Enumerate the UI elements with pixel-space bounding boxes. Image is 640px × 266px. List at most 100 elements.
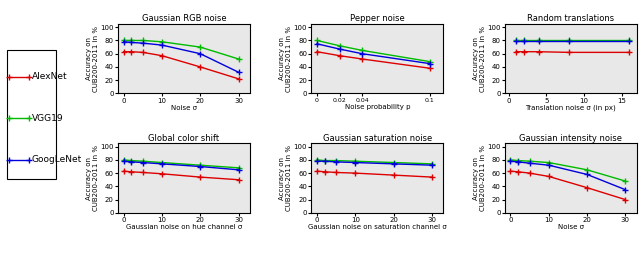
GoogLeNet <box>515 160 522 164</box>
AlexNet <box>428 176 436 179</box>
VGG19 <box>426 60 434 63</box>
AlexNet <box>120 50 127 53</box>
AlexNet <box>235 178 243 181</box>
X-axis label: Gaussian noise on saturation channel σ: Gaussian noise on saturation channel σ <box>308 224 447 230</box>
GoogLeNet <box>507 160 515 163</box>
GoogLeNet <box>428 164 436 167</box>
AlexNet <box>351 172 359 175</box>
AlexNet <box>358 57 366 61</box>
AlexNet <box>332 171 340 174</box>
Line: VGG19: VGG19 <box>121 157 241 171</box>
GoogLeNet <box>621 188 629 191</box>
Title: Pepper noise: Pepper noise <box>350 14 404 23</box>
AlexNet <box>565 51 573 54</box>
GoogLeNet <box>196 52 204 55</box>
Line: AlexNet: AlexNet <box>121 168 241 182</box>
VGG19 <box>515 159 522 162</box>
Title: Gaussian RGB noise: Gaussian RGB noise <box>141 14 227 23</box>
Line: AlexNet: AlexNet <box>513 49 632 55</box>
GoogLeNet <box>526 162 534 165</box>
GoogLeNet <box>336 47 344 51</box>
VGG19 <box>158 161 166 164</box>
Line: AlexNet: AlexNet <box>508 168 628 202</box>
GoogLeNet <box>235 70 243 74</box>
VGG19 <box>321 159 328 162</box>
Line: GoogLeNet: GoogLeNet <box>314 41 433 66</box>
Line: GoogLeNet: GoogLeNet <box>121 39 241 75</box>
Line: GoogLeNet: GoogLeNet <box>121 159 241 173</box>
VGG19 <box>139 39 147 42</box>
AlexNet <box>545 175 552 178</box>
GoogLeNet <box>520 40 527 43</box>
GoogLeNet <box>196 165 204 168</box>
VGG19 <box>565 39 573 42</box>
GoogLeNet <box>625 40 633 43</box>
AlexNet <box>390 173 397 177</box>
GoogLeNet <box>583 173 591 176</box>
Line: VGG19: VGG19 <box>513 38 632 43</box>
AlexNet <box>526 172 534 175</box>
AlexNet <box>196 65 204 69</box>
Y-axis label: Accuracy on
CUB200-2011 in %: Accuracy on CUB200-2011 in % <box>86 26 99 92</box>
GoogLeNet <box>158 162 166 165</box>
AlexNet <box>313 50 321 53</box>
VGG19 <box>428 162 436 165</box>
Text: AlexNet: AlexNet <box>31 72 67 81</box>
GoogLeNet <box>120 160 127 163</box>
VGG19 <box>507 158 515 161</box>
GoogLeNet <box>313 42 321 45</box>
Y-axis label: Accuracy on
CUB200-2011 in %: Accuracy on CUB200-2011 in % <box>86 145 99 211</box>
VGG19 <box>332 159 340 162</box>
VGG19 <box>127 39 135 42</box>
VGG19 <box>158 40 166 43</box>
VGG19 <box>196 45 204 49</box>
Line: GoogLeNet: GoogLeNet <box>513 38 632 44</box>
VGG19 <box>235 57 243 61</box>
GoogLeNet <box>426 62 434 65</box>
VGG19 <box>358 49 366 52</box>
Title: Global color shift: Global color shift <box>148 134 220 143</box>
AlexNet <box>583 186 591 189</box>
GoogLeNet <box>127 41 135 44</box>
AlexNet <box>512 50 520 53</box>
Line: VGG19: VGG19 <box>508 157 628 184</box>
VGG19 <box>120 158 127 161</box>
VGG19 <box>520 39 527 42</box>
AlexNet <box>507 169 515 173</box>
VGG19 <box>235 166 243 169</box>
Y-axis label: Accuracy on
CUB200-2011 in %: Accuracy on CUB200-2011 in % <box>279 145 292 211</box>
AlexNet <box>127 170 135 173</box>
GoogLeNet <box>120 40 127 43</box>
Line: GoogLeNet: GoogLeNet <box>314 159 435 168</box>
GoogLeNet <box>358 52 366 55</box>
GoogLeNet <box>512 40 520 43</box>
VGG19 <box>512 39 520 42</box>
Line: GoogLeNet: GoogLeNet <box>508 159 628 192</box>
VGG19 <box>336 44 344 47</box>
GoogLeNet <box>235 168 243 171</box>
Line: AlexNet: AlexNet <box>314 49 433 71</box>
GoogLeNet <box>535 40 543 43</box>
VGG19 <box>625 39 633 42</box>
AlexNet <box>120 169 127 173</box>
VGG19 <box>313 158 321 161</box>
GoogLeNet <box>390 162 397 165</box>
GoogLeNet <box>139 41 147 45</box>
VGG19 <box>313 39 321 42</box>
Line: AlexNet: AlexNet <box>121 49 241 82</box>
GoogLeNet <box>565 40 573 43</box>
AlexNet <box>336 54 344 57</box>
Line: AlexNet: AlexNet <box>314 168 435 180</box>
VGG19 <box>583 168 591 171</box>
Y-axis label: Accuracy on
CUB200-2011 in %: Accuracy on CUB200-2011 in % <box>473 145 486 211</box>
AlexNet <box>625 51 633 54</box>
VGG19 <box>127 159 135 162</box>
AlexNet <box>621 198 629 201</box>
GoogLeNet <box>332 160 340 164</box>
AlexNet <box>235 77 243 80</box>
Title: Gaussian intensity noise: Gaussian intensity noise <box>519 134 622 143</box>
VGG19 <box>535 39 543 42</box>
Line: VGG19: VGG19 <box>121 38 241 62</box>
X-axis label: Gaussian noise on hue channel σ: Gaussian noise on hue channel σ <box>126 224 242 230</box>
Text: GoogLeNet: GoogLeNet <box>31 155 82 164</box>
